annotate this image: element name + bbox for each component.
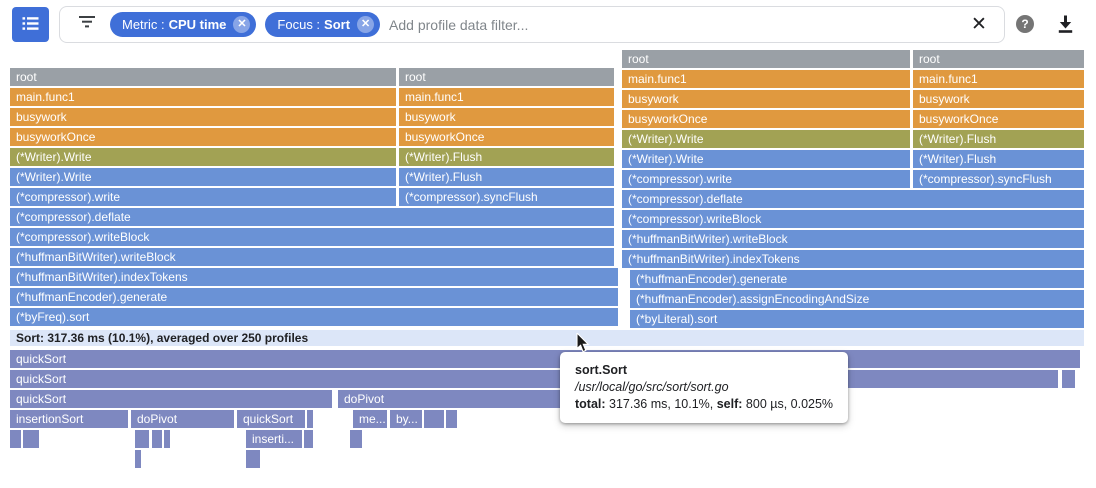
chip-value: Sort: [324, 17, 351, 32]
flame-bar[interactable]: (*compressor).write: [10, 188, 396, 206]
flame-bar[interactable]: (*compressor).syncFlush: [399, 188, 614, 206]
flame-bar[interactable]: (*compressor).deflate: [622, 190, 1084, 208]
toolbar: Metric : CPU time ✕ Focus : Sort ✕ ✕ ?: [0, 0, 1096, 48]
flame-bar[interactable]: [350, 430, 356, 448]
flame-bar[interactable]: insertionSort: [10, 410, 128, 428]
view-options-button[interactable]: [12, 7, 49, 42]
flame-bar[interactable]: (*huffmanEncoder).generate: [630, 270, 1084, 288]
tooltip-stats: total: 317.36 ms, 10.1%, self: 800 µs, 0…: [575, 397, 834, 411]
flame-bar[interactable]: (*Writer).Write: [622, 150, 910, 168]
download-icon[interactable]: [1056, 14, 1075, 34]
flame-bar[interactable]: quickSort: [10, 370, 1058, 388]
flame-bar[interactable]: root: [10, 68, 396, 86]
flame-bar[interactable]: main.func1: [913, 70, 1084, 88]
flame-bar[interactable]: doPivot: [338, 390, 620, 408]
flame-bar[interactable]: (*Writer).Write: [10, 148, 396, 166]
flame-bar[interactable]: [23, 430, 29, 448]
flame-bar[interactable]: (*Writer).Flush: [913, 130, 1084, 148]
flame-bar[interactable]: quickSort: [10, 390, 332, 408]
flame-bar[interactable]: quickSort: [10, 350, 1080, 368]
flame-bar[interactable]: inserti...: [246, 430, 302, 448]
flame-bar[interactable]: (*compressor).write: [622, 170, 910, 188]
flame-bar[interactable]: (*huffmanBitWriter).writeBlock: [622, 230, 1084, 248]
tooltip-source-path: /usr/local/go/src/sort/sort.go: [575, 380, 729, 394]
flame-bar[interactable]: (*compressor).syncFlush: [913, 170, 1084, 188]
flame-bar[interactable]: (*huffmanEncoder).generate: [10, 288, 618, 306]
filter-input[interactable]: [389, 16, 964, 33]
flame-bar[interactable]: (*compressor).writeBlock: [10, 228, 614, 246]
flame-bar[interactable]: root: [622, 50, 910, 68]
flame-bar[interactable]: (*Writer).Write: [10, 168, 396, 186]
chip-prefix: Focus :: [277, 17, 321, 32]
flame-bar[interactable]: main.func1: [399, 88, 614, 106]
flame-bar[interactable]: (*Writer).Write: [622, 130, 910, 148]
flame-bar[interactable]: (*byLiteral).sort: [630, 310, 1084, 328]
flame-bar[interactable]: busyworkOnce: [913, 110, 1084, 128]
flame-bar[interactable]: [164, 430, 170, 448]
flame-bar[interactable]: (*huffmanBitWriter).indexTokens: [622, 250, 1084, 268]
tooltip-function-name: sort.Sort: [575, 363, 628, 377]
flame-bar[interactable]: (*Writer).Flush: [399, 148, 614, 166]
flame-bar[interactable]: [28, 430, 34, 448]
flame-bar[interactable]: root: [913, 50, 1084, 68]
flame-bar[interactable]: [424, 410, 444, 428]
flame-bar[interactable]: [254, 450, 260, 468]
flame-bar[interactable]: (*compressor).writeBlock: [622, 210, 1084, 228]
flame-bar[interactable]: busywork: [399, 108, 614, 126]
flame-bar[interactable]: (*Writer).Flush: [913, 150, 1084, 168]
flame-bar[interactable]: (*Writer).Flush: [399, 168, 614, 186]
filter-chip-focus[interactable]: Focus : Sort ✕: [265, 12, 381, 37]
flame-bar[interactable]: busyworkOnce: [622, 110, 910, 128]
flame-bar[interactable]: [304, 430, 313, 448]
flame-bar[interactable]: doPivot: [131, 410, 234, 428]
flame-bar[interactable]: main.func1: [10, 88, 396, 106]
flame-bar[interactable]: (*byFreq).sort: [10, 308, 618, 326]
flame-bar[interactable]: quickSort: [237, 410, 305, 428]
chip-prefix: Metric :: [122, 17, 165, 32]
flame-bar[interactable]: root: [399, 68, 614, 86]
flame-bar[interactable]: busywork: [622, 90, 910, 108]
flame-bar[interactable]: [152, 430, 162, 448]
flame-bar[interactable]: by...: [390, 410, 422, 428]
flame-bar[interactable]: [250, 450, 256, 468]
close-icon[interactable]: ✕: [357, 16, 375, 33]
flame-bar[interactable]: [446, 410, 452, 428]
flame-bar[interactable]: [10, 430, 21, 448]
flame-bar[interactable]: (*compressor).deflate: [10, 208, 614, 226]
flame-bar[interactable]: me...: [353, 410, 387, 428]
frame-tooltip: sort.Sort /usr/local/go/src/sort/sort.go…: [560, 352, 849, 423]
filter-chip-metric[interactable]: Metric : CPU time ✕: [110, 12, 257, 37]
flame-bar[interactable]: (*huffmanEncoder).assignEncodingAndSize: [630, 290, 1084, 308]
flame-bar[interactable]: busywork: [913, 90, 1084, 108]
flame-bar[interactable]: [1062, 370, 1075, 388]
flame-bar[interactable]: busywork: [10, 108, 396, 126]
filter-list-icon: [78, 15, 96, 34]
flame-bar[interactable]: [246, 450, 252, 468]
flame-bar[interactable]: [451, 410, 457, 428]
flame-bar[interactable]: [33, 430, 39, 448]
help-icon[interactable]: ?: [1016, 15, 1034, 33]
flame-bar[interactable]: [356, 430, 362, 448]
selected-frame-summary-bar[interactable]: Sort: 317.36 ms (10.1%), averaged over 2…: [10, 330, 1084, 346]
flame-bar[interactable]: busyworkOnce: [10, 128, 396, 146]
flame-bar[interactable]: main.func1: [622, 70, 910, 88]
flame-bar[interactable]: (*huffmanBitWriter).indexTokens: [10, 268, 618, 286]
flame-bar[interactable]: [307, 410, 313, 428]
flame-bar[interactable]: [135, 430, 149, 448]
chip-value: CPU time: [168, 17, 227, 32]
profile-filter-bar: Metric : CPU time ✕ Focus : Sort ✕ ✕: [59, 6, 1005, 43]
flame-bar[interactable]: busyworkOnce: [399, 128, 614, 146]
list-icon: [21, 14, 40, 36]
flame-bar[interactable]: [135, 450, 141, 468]
flame-bar[interactable]: (*huffmanBitWriter).writeBlock: [10, 248, 614, 266]
close-icon[interactable]: ✕: [233, 16, 251, 33]
clear-filters-icon[interactable]: ✕: [971, 14, 987, 35]
